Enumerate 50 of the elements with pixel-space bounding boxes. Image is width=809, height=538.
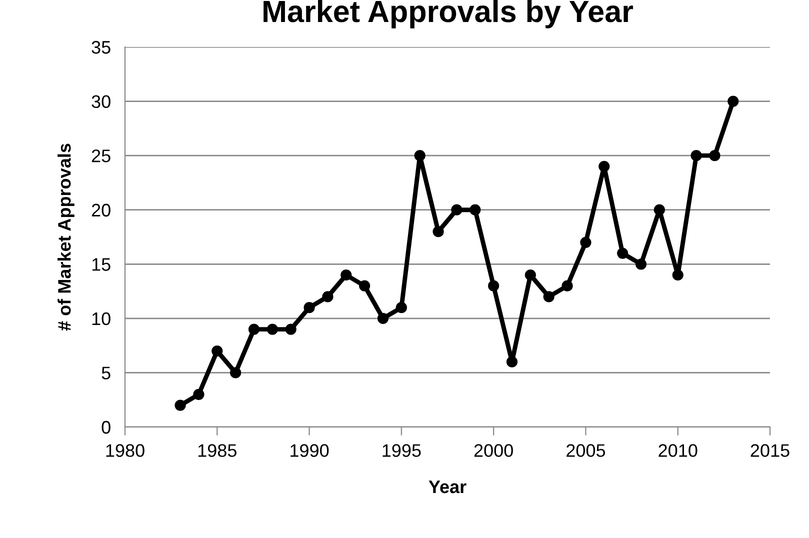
point xyxy=(598,160,610,172)
point xyxy=(654,204,665,216)
point xyxy=(672,269,684,281)
x-axis-title: Year xyxy=(428,480,466,494)
point xyxy=(340,269,352,281)
x-tick-label: 1985 xyxy=(198,444,236,457)
y-tick-label: 25 xyxy=(92,150,110,162)
x-tick-label: 1995 xyxy=(382,444,421,457)
chart-title: Market Approvals by Year xyxy=(264,0,634,28)
point xyxy=(543,291,554,302)
y-tick-label: 20 xyxy=(92,204,110,217)
point xyxy=(562,280,573,292)
point xyxy=(635,258,647,270)
point xyxy=(580,236,592,248)
x-tick-label: 2000 xyxy=(474,444,513,457)
point xyxy=(248,324,260,335)
x-tick-label: 1980 xyxy=(106,444,144,457)
x-tick-label: 2015 xyxy=(750,444,790,457)
point xyxy=(396,302,407,314)
y-tick-label: 10 xyxy=(92,312,110,326)
point xyxy=(266,324,278,335)
point xyxy=(617,248,628,259)
x-tick-label: 2010 xyxy=(658,444,698,457)
point xyxy=(506,356,518,368)
y-tick-label: 35 xyxy=(92,40,110,54)
point xyxy=(432,226,444,238)
point xyxy=(359,280,370,292)
x-tick-label: 1990 xyxy=(290,444,329,457)
point xyxy=(488,280,500,292)
point xyxy=(470,204,481,216)
point xyxy=(285,324,296,335)
point xyxy=(709,150,720,162)
point xyxy=(212,345,223,357)
point xyxy=(377,312,389,324)
point xyxy=(322,291,334,302)
y-tick-label: 30 xyxy=(92,95,110,108)
y-axis-title: # of Market Approvals xyxy=(58,144,74,331)
point xyxy=(451,204,462,216)
point xyxy=(728,96,739,107)
point xyxy=(193,388,204,400)
y-tick-label: 0 xyxy=(102,420,110,434)
y-tick-label: 5 xyxy=(102,366,110,380)
point xyxy=(174,400,186,411)
point xyxy=(414,150,426,162)
x-tick-label: 2005 xyxy=(566,444,606,457)
point xyxy=(690,150,702,162)
point xyxy=(230,367,242,378)
point xyxy=(304,302,315,314)
y-tick-label: 15 xyxy=(92,258,110,271)
point xyxy=(524,269,536,281)
